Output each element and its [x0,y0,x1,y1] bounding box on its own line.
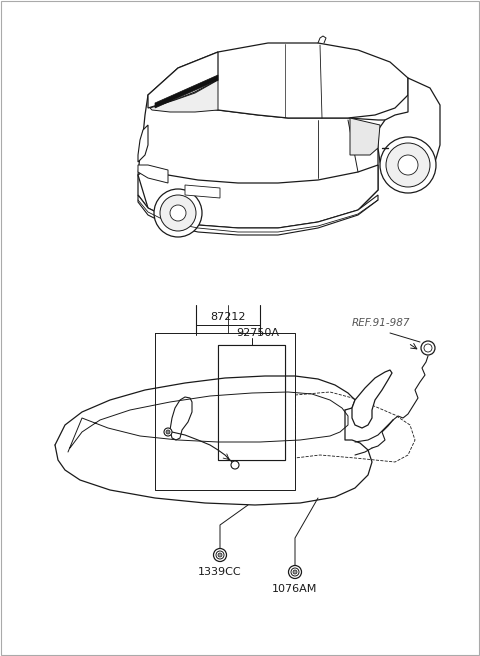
Polygon shape [150,80,218,112]
Text: 1076AM: 1076AM [272,584,318,594]
Polygon shape [378,78,440,178]
Polygon shape [185,185,220,198]
Polygon shape [138,165,168,183]
Circle shape [424,344,432,352]
Circle shape [288,565,301,579]
Text: REF.91-987: REF.91-987 [352,318,410,328]
Text: 87212: 87212 [210,312,246,322]
Text: 92750A: 92750A [237,328,279,338]
Polygon shape [350,118,380,155]
Polygon shape [148,43,408,118]
Circle shape [164,428,172,436]
Circle shape [214,548,227,562]
Circle shape [160,195,196,231]
Polygon shape [218,345,285,460]
Polygon shape [352,370,392,428]
Polygon shape [138,165,378,228]
Circle shape [166,430,170,434]
Circle shape [231,461,239,469]
Circle shape [421,341,435,355]
Circle shape [398,155,418,175]
Circle shape [170,205,186,221]
Circle shape [216,551,224,559]
Polygon shape [138,95,385,228]
Circle shape [154,189,202,237]
Polygon shape [148,52,218,108]
Circle shape [218,553,222,557]
Circle shape [291,568,299,576]
Polygon shape [138,195,378,235]
Polygon shape [138,125,148,162]
Circle shape [380,137,436,193]
Polygon shape [155,75,218,108]
Circle shape [386,143,430,187]
Text: 1339CC: 1339CC [198,567,242,577]
Circle shape [293,570,297,574]
